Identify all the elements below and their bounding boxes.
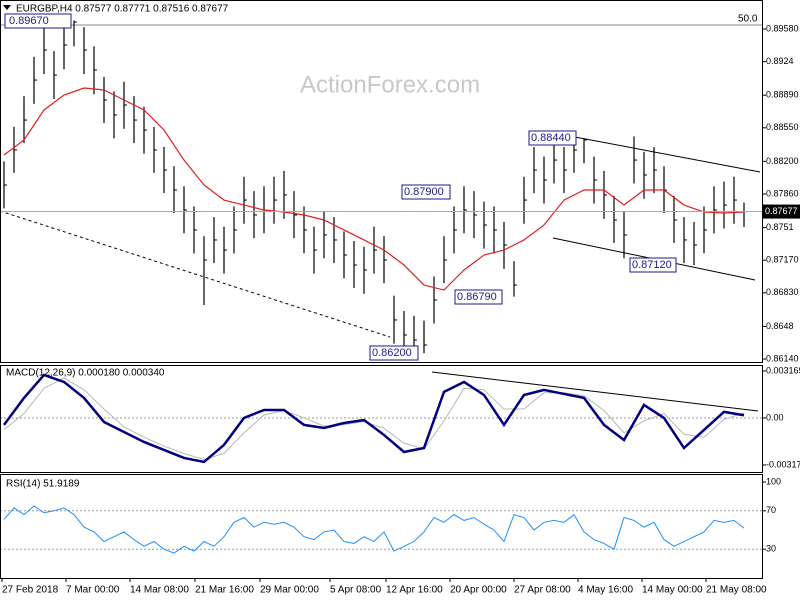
- x-tick-label: 14 Mar 08:00: [130, 585, 189, 596]
- annotation-box: [4, 13, 72, 29]
- annotations: 0.89670 0.87900 0.88440 0.86790 0.86200 …: [4, 13, 677, 361]
- y-tick-label: 30: [766, 544, 776, 554]
- rsi-frame: [0, 474, 763, 579]
- y-tick-label: 0.86830: [766, 287, 799, 297]
- x-tick-label: 27 Apr 08:00: [514, 585, 571, 596]
- plot: [0, 20, 762, 554]
- y-tick-label: 0.8924: [766, 56, 794, 66]
- x-tick-label: 5 Apr 08:00: [330, 585, 382, 596]
- annotation: 0.86200: [372, 347, 412, 359]
- menu-arrow[interactable]: [3, 5, 11, 10]
- watermark: ActionForex.com: [300, 71, 480, 98]
- annotation: 0.88440: [531, 132, 571, 144]
- channel-line: [574, 136, 761, 173]
- annotation: 0.89670: [9, 15, 49, 27]
- x-tick-label: 7 Mar 00:00: [66, 585, 120, 596]
- y-tick-label: 0.87170: [766, 255, 799, 265]
- rsi-title: RSI(14) 51.9189: [6, 479, 80, 490]
- moving-average: [3, 87, 745, 291]
- y-tick-label: 0.89580: [766, 23, 799, 33]
- indicator-line: [2, 373, 745, 464]
- x-tick-label: 20 Apr 00:00: [450, 585, 507, 596]
- annotation-box: [629, 257, 677, 273]
- y-tick-label: 0.88890: [766, 90, 799, 100]
- current-price-label: 0.87677: [765, 206, 798, 216]
- main-frame: [0, 0, 763, 363]
- annotation: 0.87900: [404, 186, 444, 198]
- indicator-line: [3, 505, 745, 554]
- x-tick-label: 4 May 16:00: [578, 585, 633, 596]
- macd-trend-line: [431, 371, 759, 412]
- annotation-box: [454, 289, 503, 305]
- y-tick-label: -0.003177: [766, 459, 800, 469]
- x-tick-label: 29 Mar 00:00: [260, 585, 319, 596]
- x-tick-label: 27 Feb 2018: [2, 585, 59, 596]
- x-tick-label: 21 May 08:00: [706, 585, 767, 596]
- annotation: 0.87120: [632, 259, 672, 271]
- x-tick-label: 21 Mar 16:00: [195, 585, 254, 596]
- y-tick-label: 70: [766, 505, 776, 515]
- fib-level-label: 50.0: [738, 14, 758, 25]
- annotation-box: [528, 130, 577, 146]
- y-tick-label: 0.003169: [766, 365, 800, 375]
- y-tick-label: 100: [766, 476, 781, 486]
- y-tick-label: 0.88550: [766, 122, 799, 132]
- x-tick-label: 14 May 00:00: [642, 585, 703, 596]
- macd-frame: [0, 365, 763, 473]
- y-tick-label: 0.87860: [766, 188, 799, 198]
- annotation: 0.86790: [457, 291, 497, 303]
- current-price-box: [762, 204, 800, 219]
- annotation-box: [401, 184, 451, 200]
- y-tick-label: 0.8751: [766, 222, 794, 232]
- macd-title: MACD(12,26,9) 0.000180 0.000340: [6, 368, 165, 379]
- y-tick-label: 0.86140: [766, 353, 799, 363]
- x-tick-label: 12 Apr 16:00: [386, 585, 443, 596]
- y-tick-label: 0.00: [766, 412, 784, 422]
- main-title: EURGBP,H4 0.87577 0.87771 0.87516 0.8767…: [16, 4, 229, 15]
- y-tick-label: 0.88200: [766, 156, 799, 166]
- y-tick-label: 0.8648: [766, 321, 794, 331]
- annotation-box: [369, 345, 419, 361]
- indicator-line: [3, 377, 745, 460]
- trend-line: [0, 210, 391, 338]
